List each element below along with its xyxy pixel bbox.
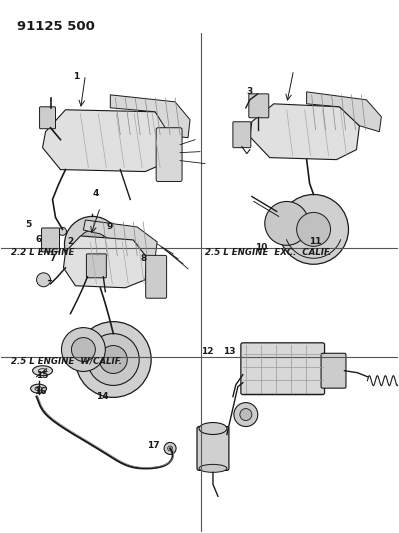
Text: 2.5 L ENGINE  EXC.  CALIF.: 2.5 L ENGINE EXC. CALIF. (205, 248, 332, 257)
Circle shape (59, 228, 67, 236)
Text: 7: 7 (49, 254, 55, 263)
Polygon shape (250, 104, 359, 159)
FancyBboxPatch shape (249, 94, 269, 118)
Ellipse shape (199, 464, 227, 472)
FancyBboxPatch shape (233, 122, 251, 148)
Text: 2.2 L ENGINE: 2.2 L ENGINE (11, 248, 74, 257)
Text: 16: 16 (34, 387, 47, 396)
Ellipse shape (35, 386, 42, 391)
Text: 2.5 L ENGINE  W/CALIF.: 2.5 L ENGINE W/CALIF. (11, 357, 122, 366)
FancyBboxPatch shape (40, 107, 55, 129)
Circle shape (37, 273, 51, 287)
Circle shape (164, 442, 176, 455)
Text: 3: 3 (246, 87, 252, 96)
Polygon shape (110, 95, 190, 138)
FancyBboxPatch shape (87, 254, 106, 278)
FancyBboxPatch shape (41, 228, 59, 252)
FancyBboxPatch shape (321, 353, 346, 388)
Text: 14: 14 (96, 392, 109, 401)
Text: 17: 17 (148, 441, 160, 450)
Circle shape (265, 201, 308, 245)
Text: 9: 9 (107, 222, 113, 231)
Ellipse shape (31, 384, 47, 393)
Text: 11: 11 (308, 237, 321, 246)
Circle shape (234, 402, 258, 426)
Ellipse shape (199, 423, 227, 434)
FancyBboxPatch shape (156, 128, 182, 182)
Text: 13: 13 (223, 347, 235, 356)
Ellipse shape (33, 366, 53, 376)
Polygon shape (83, 220, 157, 258)
Circle shape (75, 321, 151, 398)
Circle shape (65, 216, 120, 272)
Circle shape (71, 337, 95, 361)
Circle shape (240, 409, 252, 421)
Text: 1: 1 (73, 72, 79, 81)
Polygon shape (306, 92, 381, 132)
Circle shape (87, 334, 139, 385)
Circle shape (297, 213, 330, 246)
Text: 4: 4 (93, 189, 99, 198)
Circle shape (61, 328, 105, 372)
Text: 12: 12 (201, 347, 214, 356)
Text: 8: 8 (141, 254, 147, 263)
Text: 15: 15 (36, 371, 49, 380)
Circle shape (279, 195, 348, 264)
Ellipse shape (39, 369, 47, 373)
Circle shape (79, 230, 106, 259)
FancyBboxPatch shape (241, 343, 324, 394)
FancyBboxPatch shape (146, 255, 167, 298)
Text: 5: 5 (26, 220, 32, 229)
Circle shape (99, 345, 127, 374)
Text: 91125 500: 91125 500 (17, 20, 95, 33)
Polygon shape (63, 236, 147, 288)
Polygon shape (43, 110, 172, 172)
Circle shape (168, 446, 173, 451)
Text: 2: 2 (67, 237, 73, 246)
Text: 10: 10 (255, 244, 267, 253)
Text: 6: 6 (36, 236, 41, 245)
FancyBboxPatch shape (197, 426, 229, 470)
